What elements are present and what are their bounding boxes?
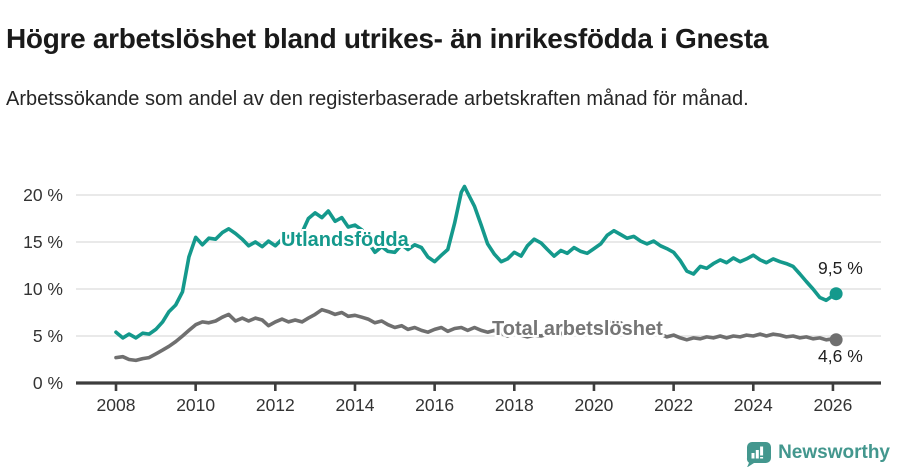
end-value-label-utlandsfodda: 9,5 % bbox=[818, 258, 863, 278]
y-tick-label: 0 % bbox=[33, 373, 63, 393]
y-tick-label: 10 % bbox=[23, 279, 63, 299]
x-tick-label: 2020 bbox=[574, 395, 613, 415]
unemployment-line-chart: 0 % 5 % 10 % 15 % 20 % 2008 2010 2012 2014 2016 20… bbox=[0, 170, 900, 432]
y-tick-label: 20 % bbox=[23, 185, 63, 205]
y-tick-label: 5 % bbox=[33, 326, 63, 346]
x-tick-label: 2022 bbox=[654, 395, 693, 415]
x-tick-label: 2026 bbox=[813, 395, 852, 415]
line-series-1 bbox=[114, 307, 838, 363]
bar-chart-speech-bubble-icon bbox=[747, 441, 772, 467]
x-tick-label: 2008 bbox=[97, 395, 136, 415]
x-tick-label: 2024 bbox=[734, 395, 773, 415]
brand-name: Newsworthy bbox=[778, 442, 890, 463]
line-series-0 bbox=[114, 184, 838, 340]
end-value-label-total: 4,6 % bbox=[818, 346, 863, 366]
page-subtitle: Arbetssökande som andel av den registerb… bbox=[6, 88, 749, 110]
end-dot-series-0 bbox=[829, 287, 843, 301]
end-dot-series-1 bbox=[829, 333, 843, 347]
page-title: Högre arbetslöshet bland utrikes- än inr… bbox=[6, 22, 769, 54]
x-tick-label: 2018 bbox=[495, 395, 534, 415]
x-tick-label: 2012 bbox=[256, 395, 295, 415]
series-label-utlandsfodda: Utlandsfödda bbox=[281, 229, 409, 251]
x-tick-label: 2016 bbox=[415, 395, 454, 415]
y-tick-label: 15 % bbox=[23, 232, 63, 252]
chart-canvas: 0 % 5 % 10 % 15 % 20 % 2008 2010 2012 2014 2016 20… bbox=[23, 184, 881, 415]
series-label-total-arbetsloshet: Total arbetslöshet bbox=[492, 318, 663, 340]
x-tick-label: 2014 bbox=[336, 395, 375, 415]
newsworthy-logo[interactable]: Newsworthy bbox=[744, 438, 890, 468]
x-tick-label: 2010 bbox=[176, 395, 215, 415]
